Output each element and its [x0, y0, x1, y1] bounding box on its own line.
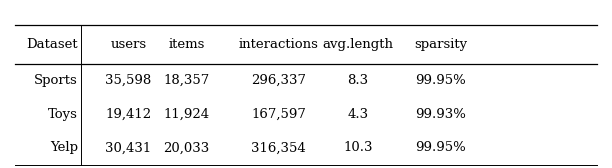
Text: interactions: interactions	[239, 38, 318, 51]
Text: 99.93%: 99.93%	[415, 108, 466, 121]
Text: 10.3: 10.3	[343, 141, 373, 154]
Text: items: items	[168, 38, 205, 51]
Text: 99.95%: 99.95%	[416, 74, 466, 87]
Text: sparsity: sparsity	[414, 38, 467, 51]
Text: 99.95%: 99.95%	[416, 141, 466, 154]
Text: 11,924: 11,924	[163, 108, 210, 121]
Text: 316,354: 316,354	[251, 141, 306, 154]
Text: avg.length: avg.length	[323, 38, 394, 51]
Text: 18,357: 18,357	[163, 74, 210, 87]
Text: Dataset: Dataset	[26, 38, 78, 51]
Text: Sports: Sports	[34, 74, 78, 87]
Text: users: users	[110, 38, 147, 51]
Text: 35,598: 35,598	[105, 74, 152, 87]
Text: 167,597: 167,597	[251, 108, 306, 121]
Text: 8.3: 8.3	[348, 74, 368, 87]
Text: 20,033: 20,033	[163, 141, 210, 154]
Text: 30,431: 30,431	[105, 141, 152, 154]
Text: 4.3: 4.3	[348, 108, 368, 121]
Text: Toys: Toys	[48, 108, 78, 121]
Text: 19,412: 19,412	[105, 108, 152, 121]
Text: Yelp: Yelp	[50, 141, 78, 154]
Text: 296,337: 296,337	[251, 74, 306, 87]
